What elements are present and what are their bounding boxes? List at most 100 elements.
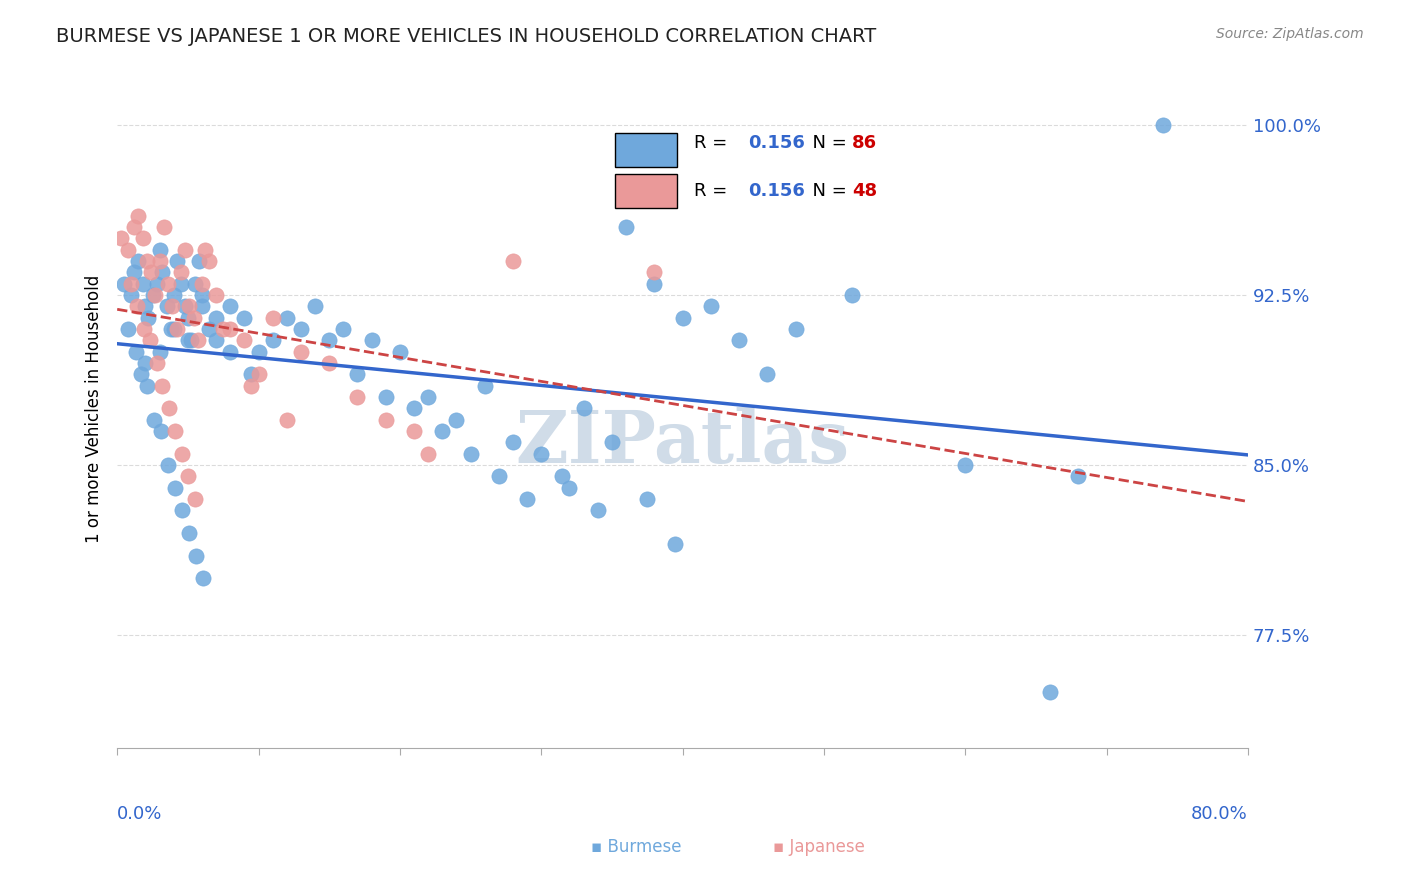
Text: BURMESE VS JAPANESE 1 OR MORE VEHICLES IN HOUSEHOLD CORRELATION CHART: BURMESE VS JAPANESE 1 OR MORE VEHICLES I…	[56, 27, 876, 45]
Point	[194, 243, 217, 257]
Point	[785, 322, 807, 336]
Point	[572, 401, 595, 416]
Point	[183, 310, 205, 325]
Point	[388, 344, 411, 359]
Point	[460, 447, 482, 461]
Point	[159, 401, 181, 416]
Point	[360, 334, 382, 348]
Point	[636, 491, 658, 506]
Point	[233, 334, 256, 348]
Point	[177, 310, 200, 325]
Point	[346, 390, 368, 404]
Point	[184, 277, 207, 291]
Point	[139, 265, 162, 279]
FancyBboxPatch shape	[614, 133, 676, 167]
Point	[488, 469, 510, 483]
Point	[600, 435, 623, 450]
Point	[318, 334, 340, 348]
Text: 80.0%: 80.0%	[1191, 805, 1249, 823]
Point	[212, 322, 235, 336]
Point	[191, 300, 214, 314]
Point	[530, 447, 553, 461]
Point	[132, 322, 155, 336]
Text: Source: ZipAtlas.com: Source: ZipAtlas.com	[1216, 27, 1364, 41]
Point	[304, 300, 326, 314]
Point	[756, 368, 779, 382]
Point	[152, 265, 174, 279]
Point	[193, 571, 215, 585]
Point	[551, 469, 574, 483]
Point	[187, 334, 209, 348]
Point	[165, 424, 187, 438]
Text: N =: N =	[801, 135, 852, 153]
Point	[157, 277, 180, 291]
Point	[290, 344, 312, 359]
Point	[416, 390, 439, 404]
Point	[247, 344, 270, 359]
Point	[141, 288, 163, 302]
Text: 86: 86	[852, 135, 877, 153]
Point	[180, 334, 202, 348]
Point	[135, 254, 157, 268]
Text: ▪ Japanese: ▪ Japanese	[773, 838, 865, 856]
Text: ▪ Burmese: ▪ Burmese	[591, 838, 681, 856]
Point	[127, 254, 149, 268]
Point	[374, 390, 396, 404]
Point	[127, 209, 149, 223]
Text: ZIPatlas: ZIPatlas	[516, 407, 849, 478]
Point	[170, 265, 193, 279]
Point	[131, 231, 153, 245]
Point	[131, 277, 153, 291]
Point	[149, 254, 172, 268]
Point	[120, 277, 142, 291]
Point	[110, 231, 132, 245]
Y-axis label: 1 or more Vehicles in Household: 1 or more Vehicles in Household	[86, 274, 103, 542]
Point	[149, 243, 172, 257]
Point	[138, 334, 160, 348]
Point	[700, 300, 723, 314]
FancyBboxPatch shape	[614, 174, 676, 208]
Point	[558, 481, 581, 495]
Text: 48: 48	[852, 182, 877, 200]
Point	[170, 277, 193, 291]
Point	[156, 300, 179, 314]
Point	[174, 243, 197, 257]
Point	[332, 322, 354, 336]
Point	[188, 254, 211, 268]
Point	[198, 322, 221, 336]
Point	[152, 378, 174, 392]
Point	[219, 344, 242, 359]
Point	[177, 469, 200, 483]
Point	[416, 447, 439, 461]
Point	[165, 481, 187, 495]
Point	[205, 310, 228, 325]
Point	[163, 322, 186, 336]
Point	[318, 356, 340, 370]
Point	[191, 288, 214, 302]
Point	[240, 368, 263, 382]
Point	[166, 254, 188, 268]
Point	[240, 378, 263, 392]
Point	[162, 300, 184, 314]
Point	[643, 277, 665, 291]
Point	[474, 378, 496, 392]
Point	[191, 277, 214, 291]
Point	[150, 424, 173, 438]
Point	[1039, 684, 1062, 698]
Point	[247, 368, 270, 382]
Point	[177, 334, 200, 348]
Point	[149, 344, 172, 359]
Text: R =: R =	[693, 135, 733, 153]
Point	[586, 503, 609, 517]
Point	[205, 288, 228, 302]
Point	[446, 413, 468, 427]
Point	[233, 310, 256, 325]
Point	[166, 322, 188, 336]
Text: R =: R =	[693, 182, 733, 200]
Point	[117, 322, 139, 336]
Text: 0.0%: 0.0%	[117, 805, 163, 823]
Point	[134, 356, 156, 370]
Point	[276, 310, 298, 325]
Point	[728, 334, 751, 348]
Point	[122, 265, 145, 279]
